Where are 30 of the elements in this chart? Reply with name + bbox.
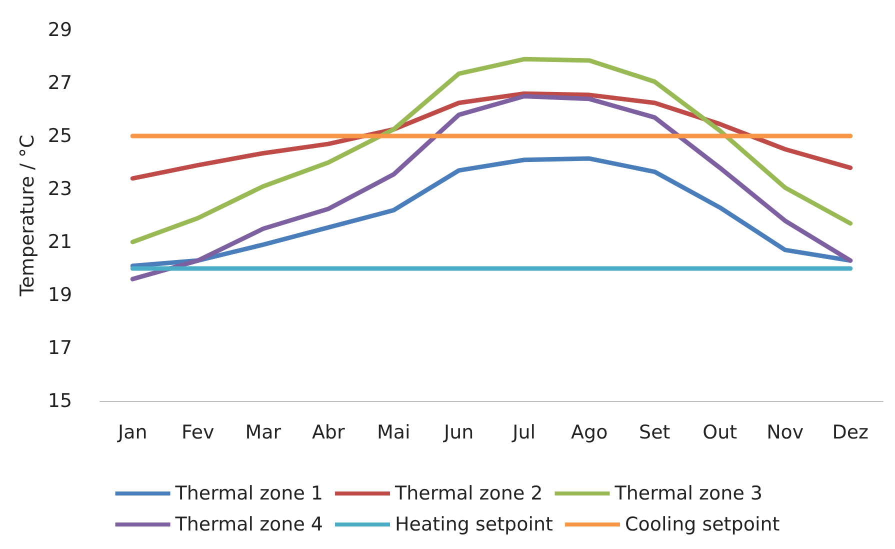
- x-tick-label: Set: [639, 422, 670, 444]
- x-tick-label: Fev: [181, 422, 214, 444]
- x-tick-label: Dez: [832, 422, 869, 444]
- y-tick-label: 21: [48, 231, 72, 253]
- legend-label: Thermal zone 3: [614, 482, 763, 504]
- legend-label: Thermal zone 4: [174, 514, 324, 536]
- y-tick-label: 23: [48, 178, 72, 200]
- x-tick-label: Jul: [512, 422, 536, 444]
- x-tick-label: Ago: [571, 422, 608, 444]
- x-tick-label: Abr: [312, 422, 345, 444]
- y-tick-label: 27: [48, 72, 72, 94]
- legend-label: Thermal zone 1: [174, 482, 324, 504]
- legend-label: Cooling setpoint: [625, 514, 780, 536]
- legend-label: Heating setpoint: [395, 514, 554, 536]
- y-axis-title: Temperature / °C: [16, 134, 39, 298]
- y-tick-label: 29: [48, 19, 72, 41]
- x-tick-label: Mai: [376, 422, 410, 444]
- y-tick-label: 17: [48, 337, 72, 359]
- x-tick-label: Mar: [245, 422, 282, 444]
- y-tick-label: 19: [48, 284, 72, 306]
- line-series: [130, 91, 853, 181]
- legend-label: Thermal zone 2: [394, 482, 543, 504]
- y-tick-label: 15: [48, 390, 72, 412]
- line-series: [130, 56, 853, 244]
- x-tick-label: Out: [702, 422, 738, 444]
- x-tick-label: Jun: [443, 422, 474, 444]
- line-series: [130, 94, 853, 282]
- x-tick-label: Jan: [116, 422, 148, 444]
- x-tick-label: Nov: [766, 422, 804, 444]
- y-tick-label: 25: [48, 125, 72, 147]
